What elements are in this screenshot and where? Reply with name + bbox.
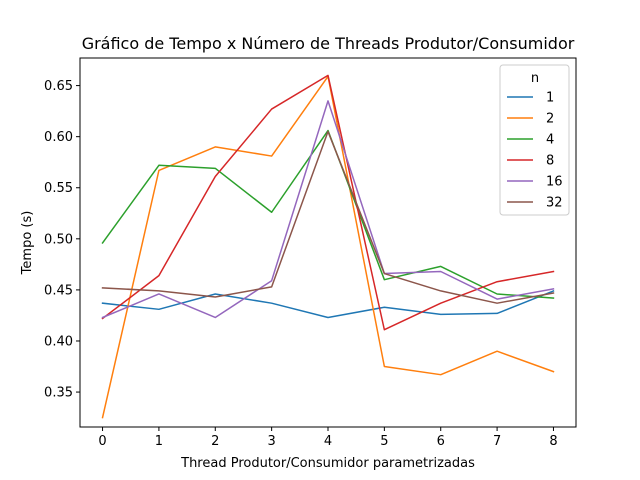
y-tick-label: 0.65 — [44, 79, 73, 94]
x-axis: 0 1 2 3 4 5 6 7 8 — [98, 427, 558, 449]
chart-title: Gráfico de Tempo x Número de Threads Pro… — [82, 34, 575, 53]
x-axis-label: Thread Produtor/Consumidor parametrizada… — [180, 456, 475, 471]
plot-lines — [101, 74, 555, 419]
y-tick-label: 0.50 — [44, 232, 73, 247]
y-tick-label: 0.35 — [44, 386, 73, 401]
series-line-4 — [101, 129, 555, 299]
x-tick-label: 6 — [437, 434, 445, 449]
y-axis: 0.35 0.40 0.45 0.50 0.55 0.60 0.65 — [44, 79, 80, 401]
legend: n 1 2 4 8 16 32 — [499, 64, 570, 216]
x-tick-label: 2 — [211, 434, 219, 449]
series-line-16 — [101, 100, 555, 319]
series-line-32 — [101, 130, 555, 304]
x-tick-label: 5 — [380, 434, 388, 449]
legend-label-8: 8 — [546, 154, 554, 169]
legend-box — [499, 64, 570, 216]
y-tick-label: 0.40 — [44, 334, 73, 349]
x-tick-label: 4 — [324, 434, 332, 449]
legend-label-32: 32 — [546, 196, 563, 211]
x-tick-label: 3 — [267, 434, 275, 449]
series-line-8 — [101, 74, 555, 331]
x-tick-label: 8 — [549, 434, 557, 449]
legend-items: 1 2 4 8 16 32 — [507, 91, 563, 211]
y-tick-label: 0.60 — [44, 130, 73, 145]
x-tick-label: 7 — [493, 434, 501, 449]
legend-label-2: 2 — [546, 112, 554, 127]
legend-label-4: 4 — [546, 133, 554, 148]
x-tick-label: 1 — [155, 434, 163, 449]
legend-label-16: 16 — [546, 175, 563, 190]
series-line-1 — [101, 289, 555, 319]
legend-label-1: 1 — [546, 91, 554, 106]
legend-title: n — [531, 71, 539, 86]
y-axis-label: Tempo (s) — [20, 211, 35, 276]
x-tick-label: 0 — [98, 434, 106, 449]
y-tick-label: 0.45 — [44, 283, 73, 298]
y-tick-label: 0.55 — [44, 181, 73, 196]
